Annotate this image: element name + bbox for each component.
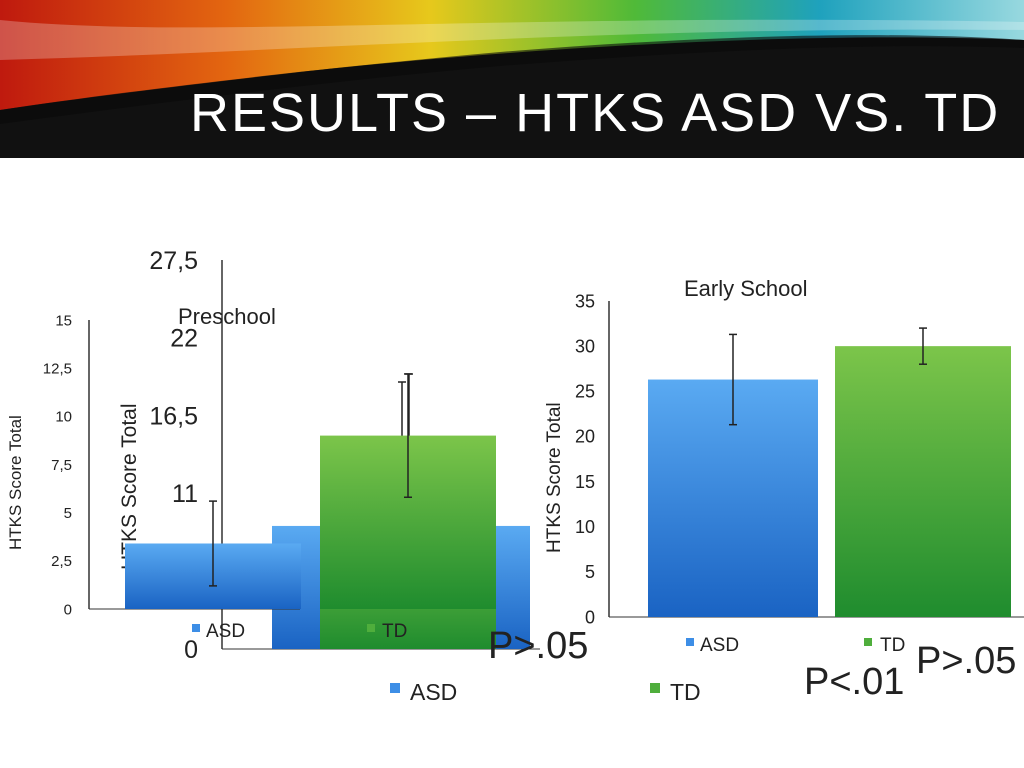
chart-preschool: 0 2,5 5 7,5 10 12,5 15 Preschool HTKS Score To… — [6, 304, 496, 642]
c1-title: Preschool — [178, 304, 276, 329]
c2-y-tick-label: 5 — [585, 562, 595, 582]
c1-legend-asd-swatch — [192, 624, 200, 632]
c1-y-tick-label: 15 — [55, 312, 72, 329]
c0-y-tick-label: 11 — [172, 480, 198, 508]
c2-y-tick-label: 30 — [575, 336, 595, 356]
c1-y-axis-label: HTKS Score Total — [6, 415, 25, 550]
charts-area: 0 11 16,5 22 27,5 HTKS Score Total ASD TD P>… — [6, 247, 1024, 705]
c1-y-tick-label: 2,5 — [51, 553, 72, 570]
c2-error-bar-asd — [729, 333, 737, 426]
c1-y-tick-label: 10 — [55, 409, 72, 426]
c2-title: Early School — [684, 276, 808, 301]
c2-y-tick-label: 15 — [575, 472, 595, 492]
c2-p-value: P<.01 — [804, 661, 904, 703]
c0-y-tick-label: 27,5 — [149, 247, 198, 275]
c2-legend-td-swatch — [864, 638, 872, 646]
c2-y-tick-label: 35 — [575, 291, 595, 311]
slide-title: RESULTS – HTKS ASD VS. TD — [190, 83, 1001, 143]
c0-y-ticks: 0 11 16,5 22 27,5 — [149, 247, 198, 664]
c1-y-tick-label: 5 — [64, 505, 72, 522]
c0-legend-td-swatch — [650, 683, 660, 693]
c1-bars — [125, 373, 496, 609]
c0-legend-asd-swatch — [390, 683, 400, 693]
c0-y-axis-label: HTKS Score Total — [118, 403, 141, 570]
c2-y-tick-label: 25 — [575, 382, 595, 402]
c0-p-value: P>.05 — [488, 625, 588, 667]
c0-y-tick-label: 22 — [170, 325, 198, 353]
c1-y-ticks: 0 2,5 5 7,5 10 12,5 15 — [43, 312, 72, 618]
c0-legend-asd-label: ASD — [410, 679, 457, 705]
c1-legend-td-label: TD — [382, 621, 407, 642]
c2-error-bar-td — [919, 327, 927, 365]
c2-y-axis-label: HTKS Score Total — [544, 402, 565, 553]
c1-error-bar-asd — [209, 500, 217, 587]
c2-y-ticks: 0 5 10 15 20 25 30 35 — [575, 291, 595, 627]
c2-y-tick-label: 20 — [575, 427, 595, 447]
c2-legend-asd-label: ASD — [700, 635, 739, 656]
c1-y-tick-label: 12,5 — [43, 360, 72, 377]
c0-y-tick-label: 0 — [184, 636, 198, 664]
c1-legend-asd-label: ASD — [206, 621, 245, 642]
header-graphic — [0, 0, 1024, 158]
chart-early-school: 0 5 10 15 20 25 30 35 Early School HTKS Score T… — [544, 276, 1024, 703]
c1-y-tick-label: 0 — [64, 601, 72, 618]
c2-y-tick-label: 0 — [585, 607, 595, 627]
c0-y-tick-label: 16,5 — [149, 402, 198, 430]
c2-y-tick-label: 10 — [575, 517, 595, 537]
c2-extra-p-value: P>.05 — [916, 640, 1016, 682]
c0-legend-td-label: TD — [670, 679, 701, 705]
c2-bar-td — [835, 346, 1011, 617]
c1-y-tick-label: 7,5 — [51, 457, 72, 474]
header-banner: RESULTS – HTKS ASD VS. TD — [0, 0, 1024, 158]
c1-legend-td-swatch — [367, 624, 375, 632]
c2-legend-td-label: TD — [880, 635, 905, 656]
c2-legend-asd-swatch — [686, 638, 694, 646]
c2-bars — [648, 327, 1011, 617]
c1-error-bar-td — [404, 373, 412, 499]
